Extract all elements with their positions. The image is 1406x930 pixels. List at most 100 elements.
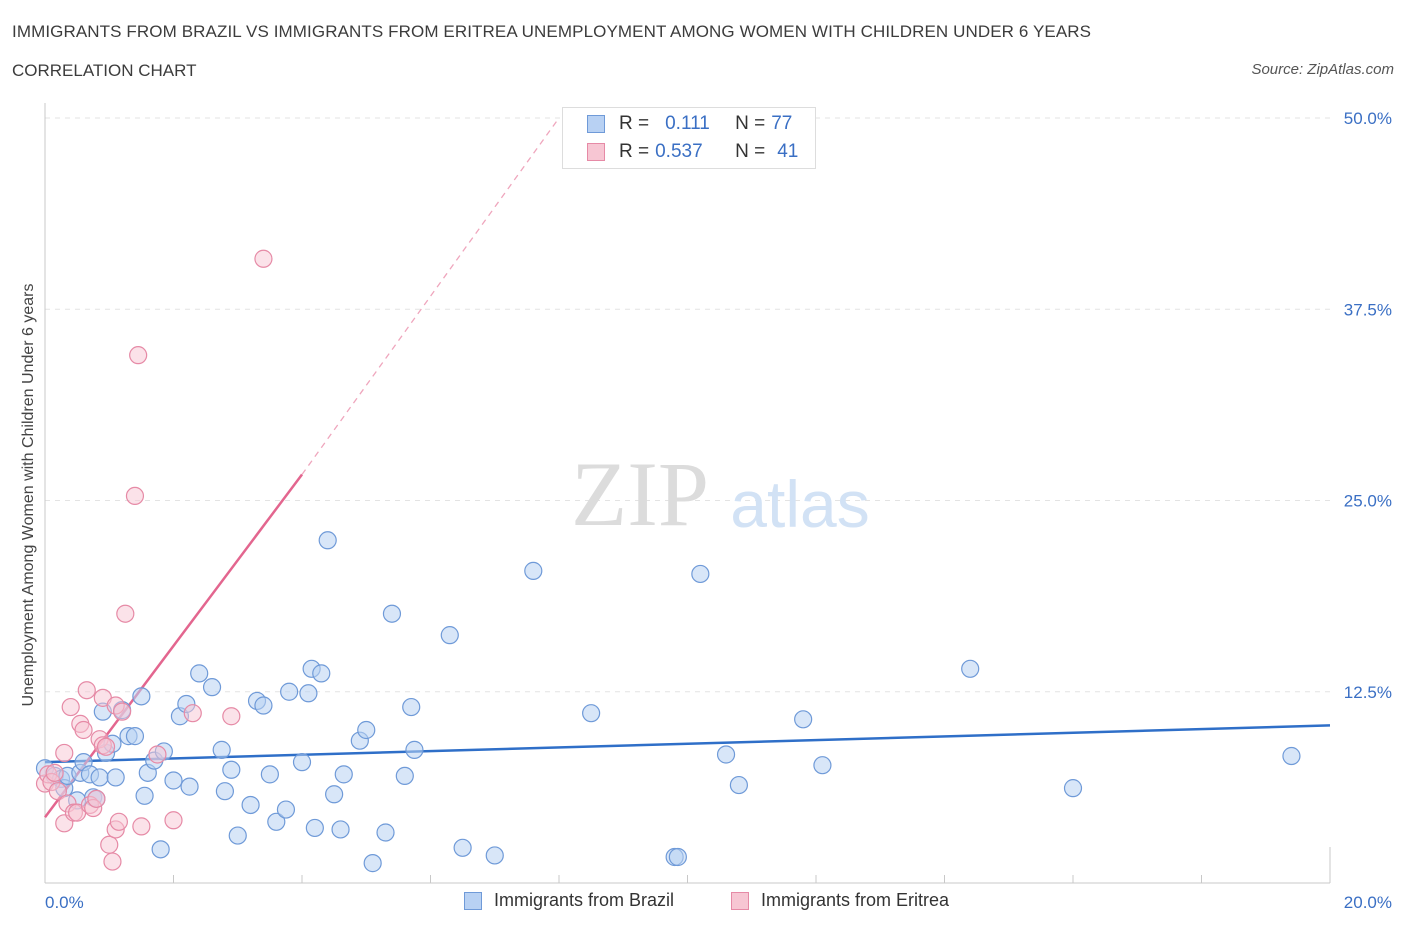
- data-point-eritrea: [129, 346, 148, 365]
- data-point-brazil: [90, 768, 109, 787]
- bottom-legend-eritrea: Immigrants from Eritrea: [731, 890, 949, 911]
- data-point-eritrea: [109, 812, 128, 831]
- legend-swatch-eritrea: [587, 143, 605, 161]
- data-point-brazil: [405, 740, 424, 759]
- data-point-brazil: [582, 704, 601, 723]
- data-point-brazil: [729, 775, 749, 795]
- data-point-brazil: [106, 768, 125, 787]
- legend-n-value-brazil: 77: [771, 113, 793, 134]
- data-point-brazil: [135, 786, 154, 805]
- legend-n-value-eritrea: 41: [777, 141, 799, 162]
- data-point-eritrea: [103, 852, 122, 871]
- data-points: [35, 249, 1301, 873]
- data-point-eritrea: [254, 249, 273, 268]
- data-point-eritrea: [164, 811, 183, 830]
- data-point-eritrea: [45, 763, 64, 782]
- data-point-eritrea: [61, 697, 80, 717]
- y-tick-label: 25.0%: [1344, 492, 1392, 511]
- data-point-brazil: [292, 753, 312, 772]
- watermark-zip: ZIP: [571, 443, 709, 545]
- bottom-legend-swatch-brazil: [464, 891, 482, 910]
- data-point-brazil: [299, 684, 318, 703]
- bottom-legend-label-brazil: Immigrants from Brazil: [494, 890, 675, 910]
- x-tick-label-min: 0.0%: [45, 893, 84, 912]
- axes: [44, 103, 1331, 884]
- data-point-eritrea: [74, 720, 93, 740]
- legend-n-label-eritrea: N =: [735, 141, 766, 162]
- data-point-brazil: [813, 756, 832, 775]
- data-point-brazil: [222, 760, 241, 779]
- data-point-brazil: [325, 785, 344, 804]
- data-point-eritrea: [125, 486, 145, 506]
- data-point-brazil: [382, 604, 402, 623]
- data-point-brazil: [402, 697, 421, 717]
- data-point-brazil: [132, 687, 151, 706]
- data-point-brazil: [202, 678, 222, 697]
- x-tick-label-max: 20.0%: [1344, 893, 1392, 912]
- chart-source: Source: ZipAtlas.com: [1251, 61, 1394, 78]
- data-point-brazil: [318, 531, 337, 550]
- y-tick-label: 12.5%: [1344, 683, 1392, 702]
- data-point-eritrea: [77, 681, 96, 700]
- data-point-eritrea: [222, 707, 241, 726]
- y-tick-label: 50.0%: [1344, 109, 1392, 128]
- trend-line-brazil: [44, 724, 1331, 764]
- data-point-brazil: [485, 846, 504, 865]
- legend-swatch-brazil: [587, 115, 605, 133]
- data-point-brazil: [524, 561, 543, 580]
- data-point-brazil: [453, 838, 472, 857]
- data-point-brazil: [312, 664, 331, 683]
- data-point-brazil: [440, 626, 459, 645]
- data-point-brazil: [794, 710, 813, 729]
- chart-title: IMMIGRANTS FROM BRAZIL VS IMMIGRANTS FRO…: [12, 22, 1092, 41]
- data-point-brazil: [691, 564, 710, 584]
- data-point-brazil: [241, 795, 260, 815]
- data-point-brazil: [1063, 779, 1083, 798]
- y-axis-label: Unemployment Among Women with Children U…: [20, 283, 37, 707]
- data-point-brazil: [215, 782, 234, 801]
- data-point-eritrea: [112, 702, 132, 721]
- legend-r-value-brazil: 0.111: [665, 113, 710, 134]
- legend-r-label-eritrea: R =: [619, 141, 650, 162]
- data-point-brazil: [395, 766, 414, 786]
- data-point-brazil: [305, 818, 324, 838]
- data-point-brazil: [267, 812, 286, 831]
- data-point-eritrea: [148, 745, 167, 764]
- data-point-brazil: [228, 826, 247, 845]
- data-point-brazil: [125, 727, 145, 746]
- data-point-brazil: [151, 840, 170, 859]
- bottom-legend-brazil: Immigrants from Brazil: [464, 890, 674, 911]
- data-point-brazil: [357, 720, 376, 740]
- tick-labels: 12.5% 25.0% 37.5% 50.0% 0.0% 20.0%: [45, 109, 1392, 912]
- data-point-brazil: [331, 820, 350, 839]
- data-point-brazil: [254, 696, 273, 715]
- data-point-brazil: [376, 823, 395, 842]
- bottom-legend-label-eritrea: Immigrants from Eritrea: [761, 890, 950, 910]
- watermark-atlas: atlas: [730, 467, 869, 541]
- chart-subtitle: CORRELATION CHART: [12, 61, 197, 80]
- data-point-eritrea: [183, 704, 202, 723]
- data-point-brazil: [260, 765, 279, 784]
- y-tick-label: 37.5%: [1344, 300, 1392, 319]
- correlation-legend: R = 0.111 N = 77 R = 0.537 N = 41: [562, 107, 816, 169]
- data-point-brazil: [716, 745, 736, 764]
- data-point-brazil: [280, 682, 299, 701]
- data-point-brazil: [164, 771, 183, 790]
- data-point-eritrea: [116, 604, 135, 623]
- grid-lines: [45, 117, 1330, 693]
- data-point-brazil: [334, 765, 353, 784]
- legend-n-label-brazil: N =: [735, 113, 766, 134]
- legend-r-value-eritrea: 0.537: [655, 141, 703, 162]
- data-point-eritrea: [100, 835, 119, 854]
- data-point-eritrea: [96, 737, 116, 756]
- data-point-eritrea: [55, 743, 74, 763]
- data-point-brazil: [190, 664, 209, 683]
- data-point-brazil: [363, 854, 382, 873]
- legend-row-eritrea: R = 0.537 N = 41: [587, 140, 798, 164]
- legend-row-brazil: R = 0.111 N = 77: [587, 112, 792, 136]
- data-point-brazil: [212, 740, 231, 759]
- watermark: ZIP atlas: [571, 443, 870, 545]
- data-point-eritrea: [132, 817, 151, 836]
- trend-line-eritrea-extension: [301, 117, 560, 475]
